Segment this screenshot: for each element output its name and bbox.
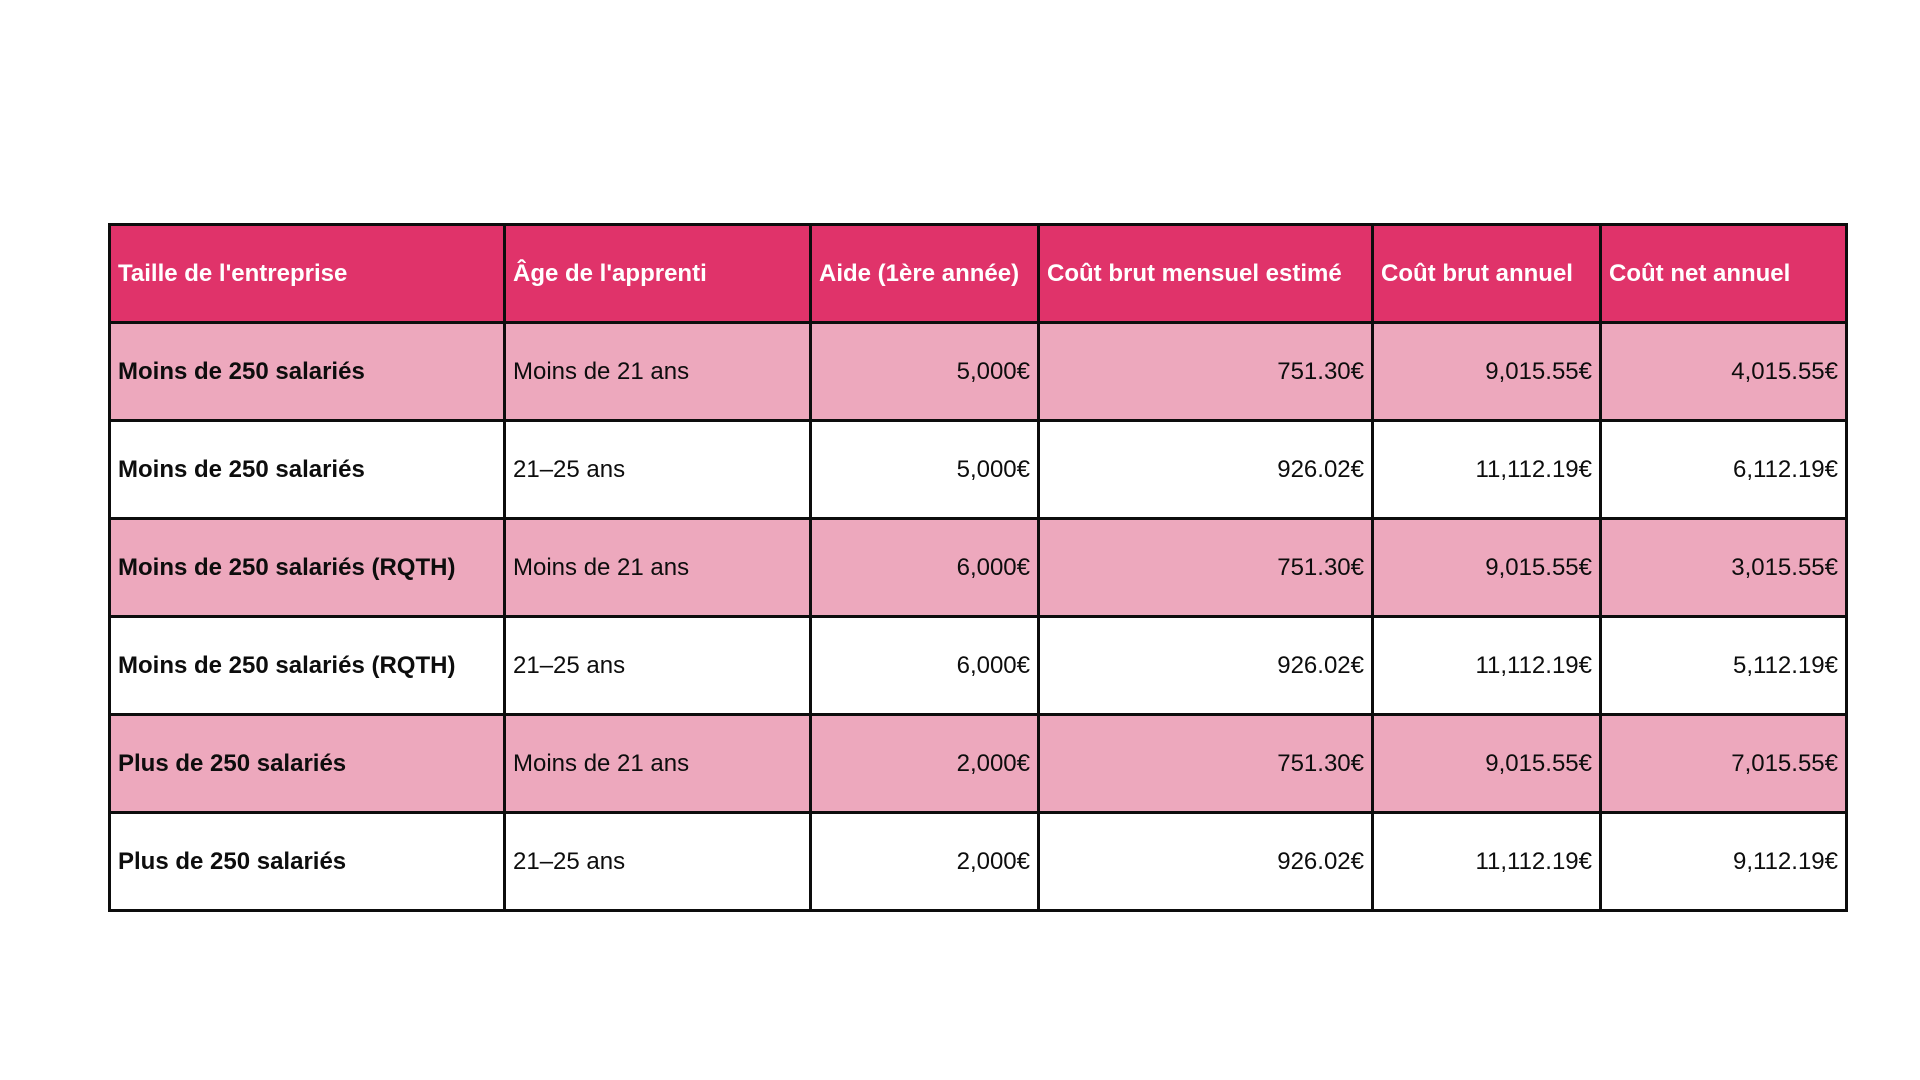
cell-company-size: Plus de 250 salariés <box>108 713 506 814</box>
cell-aid: 5,000€ <box>809 419 1040 520</box>
cell-monthly-gross: 926.02€ <box>1037 811 1374 912</box>
cell-company-size: Moins de 250 salariés (RQTH) <box>108 517 506 618</box>
cell-apprentice-age: 21–25 ans <box>503 811 812 912</box>
cell-monthly-gross: 926.02€ <box>1037 615 1374 716</box>
cell-annual-net: 5,112.19€ <box>1599 615 1848 716</box>
header-annual-gross-cost: Coût brut annuel <box>1371 223 1602 324</box>
cell-annual-gross: 11,112.19€ <box>1371 811 1602 912</box>
header-monthly-gross-cost: Coût brut mensuel estimé <box>1037 223 1374 324</box>
apprentice-cost-table: Taille de l'entreprise Âge de l'apprenti… <box>108 223 1848 912</box>
cell-annual-net: 9,112.19€ <box>1599 811 1848 912</box>
cell-aid: 2,000€ <box>809 713 1040 814</box>
cell-annual-gross: 9,015.55€ <box>1371 713 1602 814</box>
cell-apprentice-age: Moins de 21 ans <box>503 713 812 814</box>
cell-company-size: Moins de 250 salariés <box>108 321 506 422</box>
table-row: Moins de 250 salariés Moins de 21 ans 5,… <box>108 321 1848 422</box>
header-company-size: Taille de l'entreprise <box>108 223 506 324</box>
cell-annual-gross: 9,015.55€ <box>1371 321 1602 422</box>
cell-company-size: Moins de 250 salariés (RQTH) <box>108 615 506 716</box>
cell-company-size: Moins de 250 salariés <box>108 419 506 520</box>
cell-aid: 6,000€ <box>809 615 1040 716</box>
cell-aid: 2,000€ <box>809 811 1040 912</box>
header-apprentice-age: Âge de l'apprenti <box>503 223 812 324</box>
table-row: Moins de 250 salariés (RQTH) Moins de 21… <box>108 517 1848 618</box>
cell-annual-net: 6,112.19€ <box>1599 419 1848 520</box>
cell-aid: 5,000€ <box>809 321 1040 422</box>
cell-annual-net: 3,015.55€ <box>1599 517 1848 618</box>
table-header-row: Taille de l'entreprise Âge de l'apprenti… <box>108 223 1848 324</box>
cell-apprentice-age: Moins de 21 ans <box>503 517 812 618</box>
cell-monthly-gross: 926.02€ <box>1037 419 1374 520</box>
cell-annual-net: 4,015.55€ <box>1599 321 1848 422</box>
cell-aid: 6,000€ <box>809 517 1040 618</box>
cell-apprentice-age: 21–25 ans <box>503 419 812 520</box>
cell-annual-gross: 11,112.19€ <box>1371 615 1602 716</box>
table-row: Plus de 250 salariés Moins de 21 ans 2,0… <box>108 713 1848 814</box>
table-row: Plus de 250 salariés 21–25 ans 2,000€ 92… <box>108 811 1848 912</box>
cell-monthly-gross: 751.30€ <box>1037 713 1374 814</box>
cell-annual-net: 7,015.55€ <box>1599 713 1848 814</box>
cell-apprentice-age: 21–25 ans <box>503 615 812 716</box>
header-annual-net-cost: Coût net annuel <box>1599 223 1848 324</box>
table-row: Moins de 250 salariés 21–25 ans 5,000€ 9… <box>108 419 1848 520</box>
cell-monthly-gross: 751.30€ <box>1037 321 1374 422</box>
header-aid-first-year: Aide (1ère année) <box>809 223 1040 324</box>
cell-annual-gross: 9,015.55€ <box>1371 517 1602 618</box>
apprentice-cost-table-container: Taille de l'entreprise Âge de l'apprenti… <box>108 223 1848 912</box>
table-row: Moins de 250 salariés (RQTH) 21–25 ans 6… <box>108 615 1848 716</box>
cell-monthly-gross: 751.30€ <box>1037 517 1374 618</box>
cell-annual-gross: 11,112.19€ <box>1371 419 1602 520</box>
cell-apprentice-age: Moins de 21 ans <box>503 321 812 422</box>
cell-company-size: Plus de 250 salariés <box>108 811 506 912</box>
